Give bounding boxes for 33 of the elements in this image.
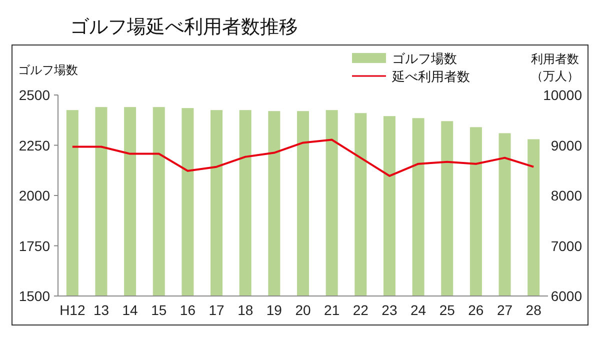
x-tick-label: 26 xyxy=(468,302,484,318)
legend-label: ゴルフ場数 xyxy=(392,51,457,66)
x-tick-label: 27 xyxy=(496,302,513,318)
y-tick-label: 1750 xyxy=(18,238,50,254)
chart-title: ゴルフ場延べ利用者数推移 xyxy=(70,17,298,38)
x-tick-label: 17 xyxy=(208,302,225,318)
x-tick-label: 23 xyxy=(382,302,398,318)
x-tick-label: 15 xyxy=(151,302,167,318)
x-tick-label: 22 xyxy=(352,302,369,318)
x-tick-label: 14 xyxy=(122,302,138,318)
y-tick-label: 2500 xyxy=(18,87,50,103)
x-tick-label: 19 xyxy=(266,302,282,318)
y2-axis-title: 利用者数（万人） xyxy=(531,52,579,83)
y-tick-label: 2000 xyxy=(18,188,50,204)
y2-tick-label: 7000 xyxy=(550,238,582,254)
x-tick-label: 13 xyxy=(93,302,110,318)
x-tick-label: 20 xyxy=(295,302,311,318)
x-tick-label: 25 xyxy=(439,302,456,318)
x-tick-label: 28 xyxy=(526,302,542,318)
x-tick-label: 24 xyxy=(410,302,426,318)
y2-tick-label: 10000 xyxy=(543,87,582,103)
y2-tick-label: 9000 xyxy=(550,137,582,154)
line-series xyxy=(71,138,535,177)
x-tick-label: 16 xyxy=(180,302,196,318)
y-axis-title: ゴルフ場数 xyxy=(18,63,78,77)
y-tick-label: 2250 xyxy=(18,137,50,154)
x-tick-label: H12 xyxy=(60,302,86,318)
y2-tick-label: 6000 xyxy=(550,288,582,304)
y2-tick-label: 8000 xyxy=(550,188,582,204)
x-tick-label: 21 xyxy=(324,302,340,318)
x-tick-label: 18 xyxy=(238,302,254,318)
legend-label: 延べ利用者数 xyxy=(391,69,470,84)
y-tick-label: 1500 xyxy=(18,288,50,304)
